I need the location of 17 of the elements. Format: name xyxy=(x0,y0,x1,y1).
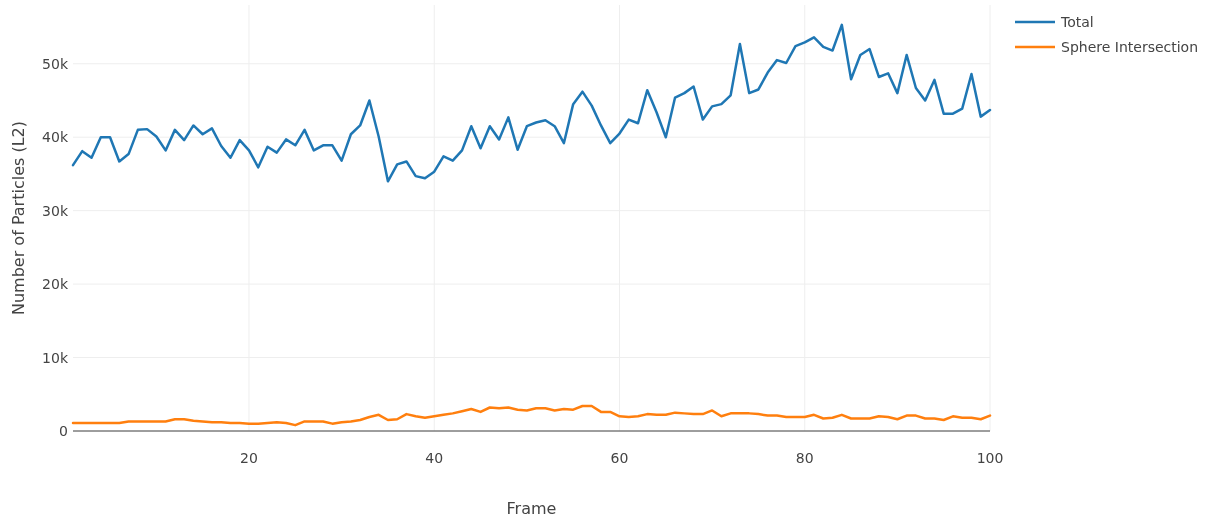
y-axis-title: Number of Particles (L2) xyxy=(9,121,28,315)
x-tick-label: 40 xyxy=(425,450,444,466)
x-tick-label: 60 xyxy=(610,450,629,466)
y-tick-label: 30k xyxy=(42,202,69,219)
legend-label: Sphere Intersection xyxy=(1061,39,1199,55)
y-tick-label: 40k xyxy=(42,129,69,146)
y-tick-label: 10k xyxy=(42,349,69,366)
x-tick-label: 80 xyxy=(795,450,814,466)
line-series xyxy=(71,23,992,183)
line-series xyxy=(71,404,992,427)
y-tick-label: 20k xyxy=(42,276,69,293)
x-tick-label: 20 xyxy=(240,450,258,466)
x-tick-label: 100 xyxy=(976,450,1004,466)
y-tick-label: 0 xyxy=(59,423,68,439)
legend-label: Total xyxy=(1060,14,1094,30)
x-axis-title: Frame xyxy=(506,499,557,518)
y-tick-label: 50k xyxy=(42,55,69,72)
